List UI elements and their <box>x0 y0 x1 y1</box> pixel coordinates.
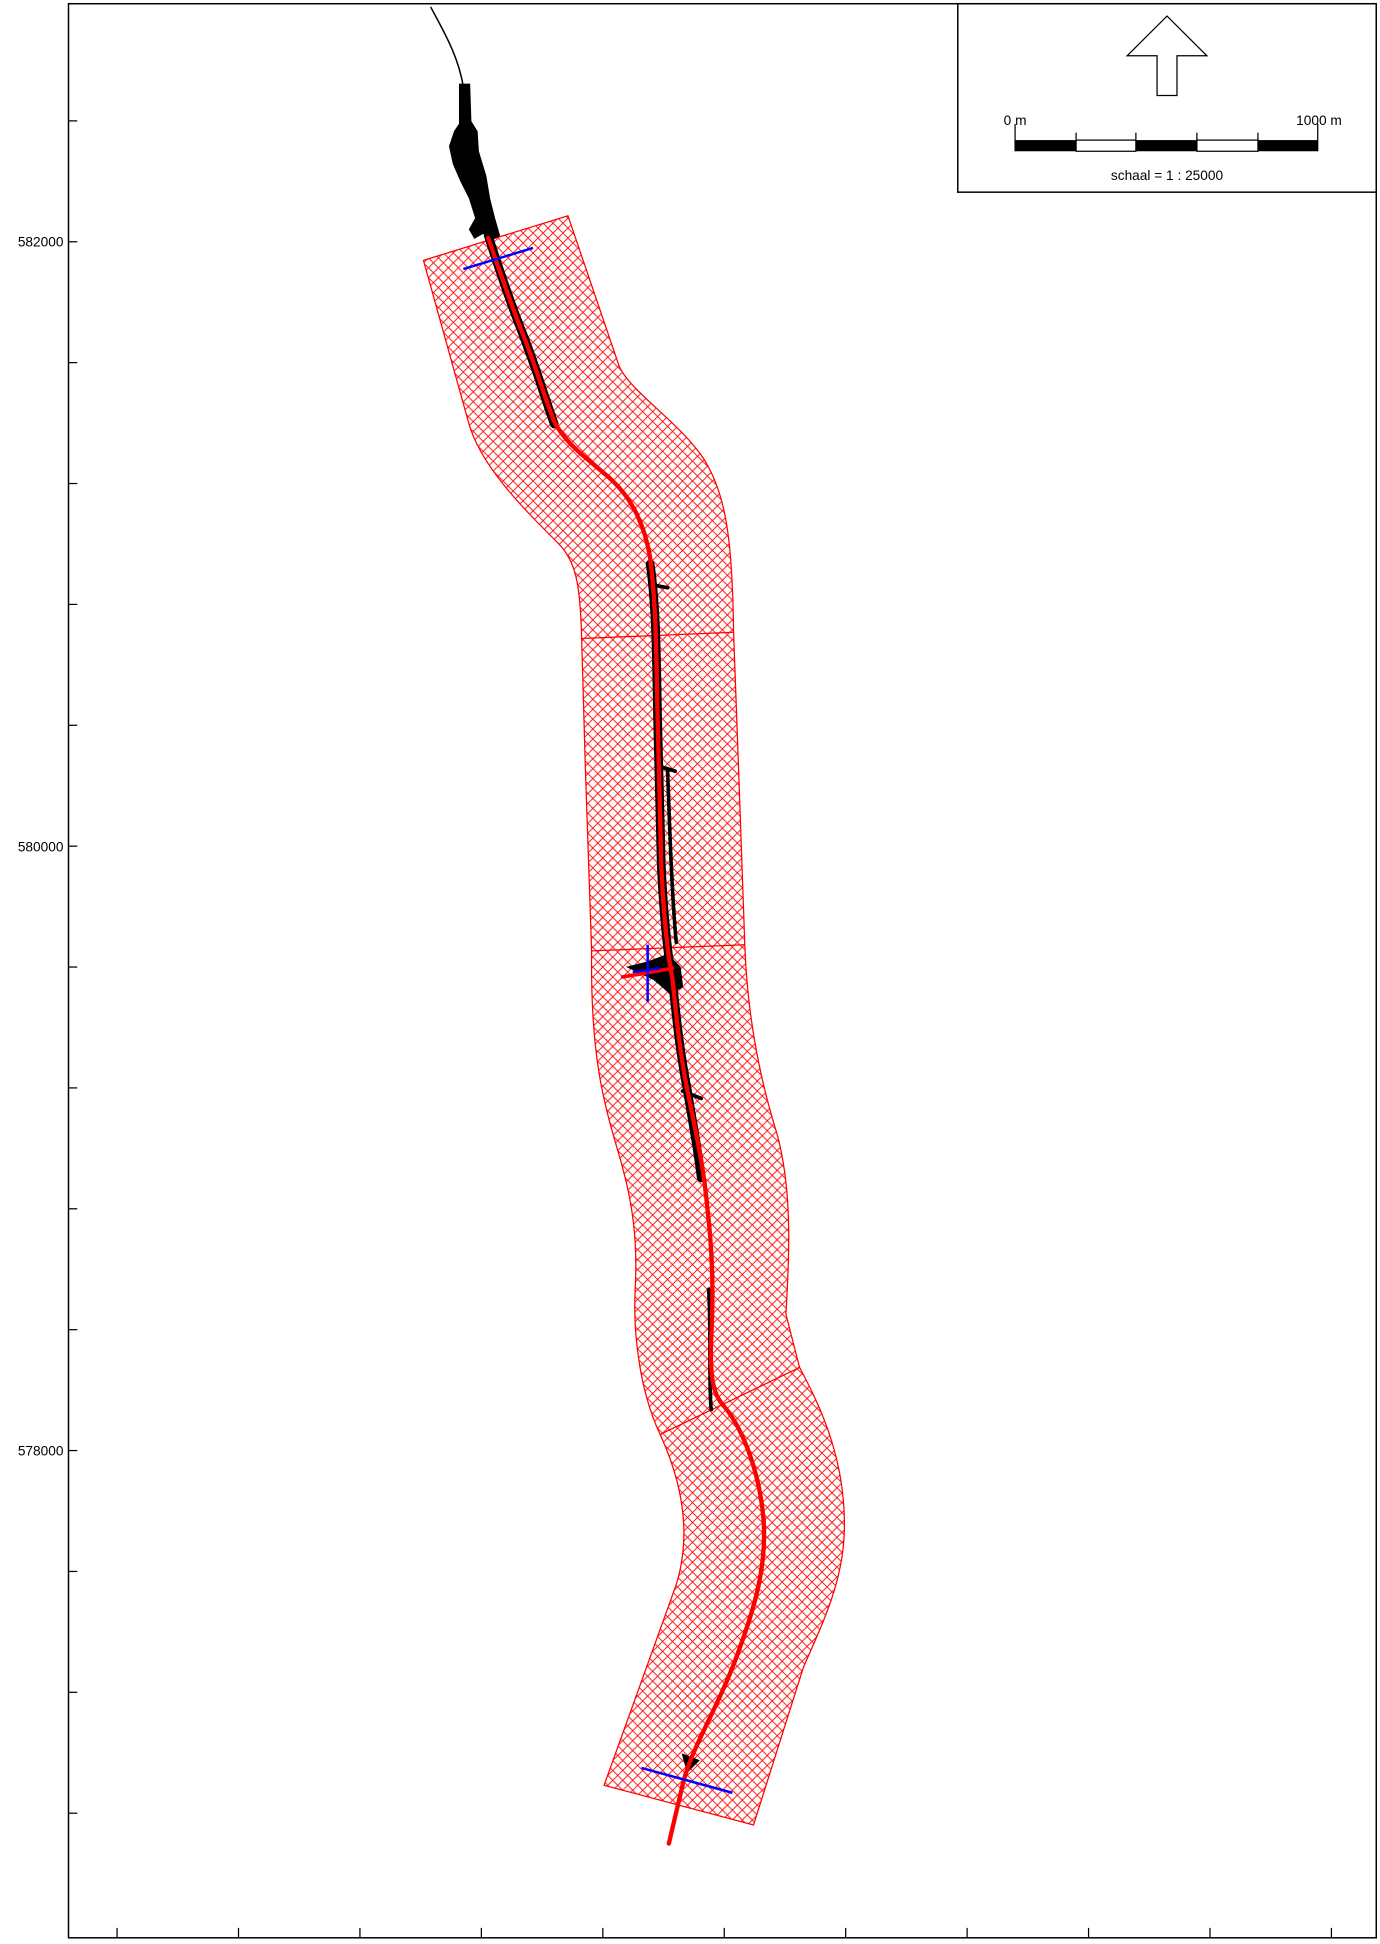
map-inset: 0 m 1000 m schaal = 1 : 25000 <box>957 2 1378 193</box>
hatched-zone-polygon <box>422 214 846 1826</box>
dredged-spur <box>652 583 670 590</box>
y-axis-label: 582000 <box>18 235 64 250</box>
profile-line-upstream <box>462 246 534 271</box>
river-zone <box>422 214 846 1826</box>
x-axis-ticks <box>116 1927 1333 1938</box>
scale-bar: 0 m 1000 m schaal = 1 : 25000 <box>1004 113 1342 183</box>
dredged-area-upstream <box>448 83 501 242</box>
profile-line-downstream <box>641 1766 733 1794</box>
scale-segment-black <box>1257 140 1318 152</box>
scale-caption: schaal = 1 : 25000 <box>1111 168 1224 183</box>
scale-end-label: 1000 m <box>1296 113 1342 128</box>
y-axis-label: 580000 <box>18 840 64 855</box>
zone-section-divider <box>659 1366 800 1436</box>
river-centerline <box>486 235 767 1846</box>
scale-start-label: 0 m <box>1004 113 1027 128</box>
upstream-channel-line <box>430 6 465 88</box>
scale-segment-black <box>1135 140 1197 152</box>
profile-lines <box>462 246 733 1794</box>
scale-segment-black <box>1015 140 1077 152</box>
y-axis-label: 578000 <box>18 1444 64 1459</box>
y-axis-ticks <box>68 120 78 1814</box>
scale-segment-white <box>1075 139 1137 152</box>
north-arrow-icon <box>1125 15 1209 97</box>
dredged-spur <box>656 764 677 774</box>
map-frame <box>67 2 1378 1939</box>
dredged-reach-b-edge <box>665 766 679 945</box>
profile-line-middle-cross <box>632 967 661 974</box>
inset-box <box>957 2 1378 193</box>
scale-segment-white <box>1196 139 1259 152</box>
